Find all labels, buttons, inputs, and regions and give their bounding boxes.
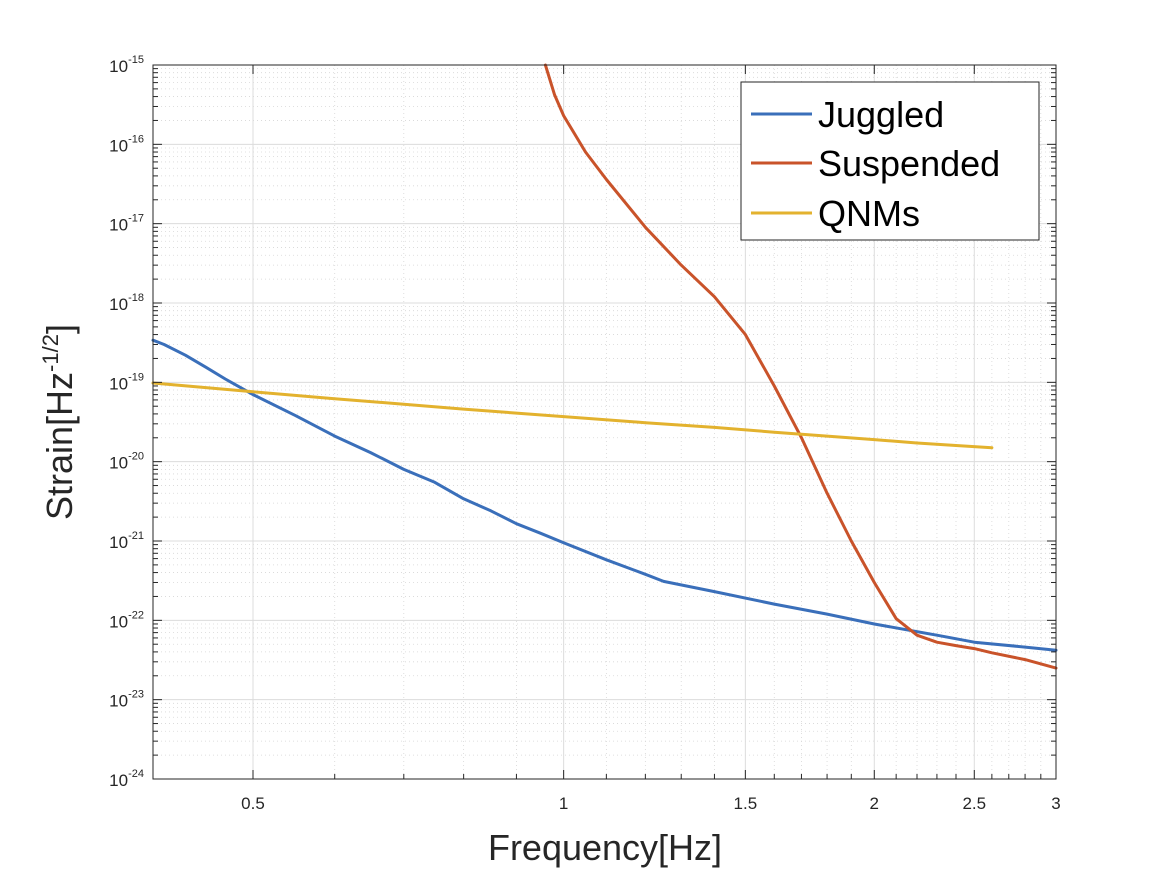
x-tick-label: 2	[870, 794, 879, 813]
x-tick-labels: 0.5 1 1.5 2 2.5 3	[241, 794, 1061, 813]
grid	[152, 64, 1057, 780]
y-tick-label: 10-24	[109, 768, 144, 790]
y-tick-label: 10-19	[109, 371, 144, 393]
y-tick-exponent: -18	[128, 292, 144, 304]
y-tick-base: 10	[109, 454, 128, 473]
y-tick-label: 10-23	[109, 689, 144, 711]
y-tick-label: 10-20	[109, 451, 144, 473]
x-tick-label: 1	[559, 794, 568, 813]
y-tick-exponent: -17	[128, 213, 144, 225]
y-tick-label: 10-18	[109, 292, 144, 314]
plot-frame	[152, 64, 1057, 780]
y-tick-exponent: -16	[128, 133, 144, 145]
y-axis-title-close: ]	[39, 324, 80, 334]
x-tick-label: 1.5	[734, 794, 758, 813]
y-axis-title-exponent: -1/2	[38, 334, 63, 372]
y-tick-exponent: -23	[128, 689, 144, 701]
series-line-qnms	[151, 381, 994, 450]
x-tick-label: 2.5	[962, 794, 986, 813]
x-tick-label: 3	[1051, 794, 1060, 813]
legend-label-qnms: QNMs	[818, 193, 920, 234]
y-tick-label: 10-21	[109, 530, 144, 552]
y-tick-exponent: -21	[128, 530, 144, 542]
legend-label-suspended: Suspended	[818, 143, 1000, 184]
series-layer	[151, 63, 1058, 670]
y-tick-exponent: -22	[128, 609, 144, 621]
y-tick-label: 10-16	[109, 133, 144, 155]
y-axis-title: Strain[Hz-1/2]	[38, 324, 80, 520]
ticks	[152, 64, 1057, 780]
legend-label-juggled: Juggled	[818, 94, 944, 135]
y-tick-labels: 10-2410-2310-2210-2110-2010-1910-1810-17…	[109, 54, 144, 790]
series-line-suspended	[543, 63, 1058, 670]
series-line-juggled	[151, 338, 1058, 652]
x-tick-label: 0.5	[241, 794, 265, 813]
legend: Juggled Suspended QNMs	[740, 81, 1040, 241]
y-tick-base: 10	[109, 771, 128, 790]
y-axis-title-base: Strain[Hz	[39, 372, 80, 520]
x-axis-title: Frequency[Hz]	[488, 827, 722, 868]
y-tick-base: 10	[109, 216, 128, 235]
y-tick-exponent: -15	[128, 54, 144, 66]
y-tick-base: 10	[109, 533, 128, 552]
y-tick-base: 10	[109, 57, 128, 76]
y-tick-label: 10-15	[109, 54, 144, 76]
y-tick-label: 10-22	[109, 609, 144, 631]
y-tick-base: 10	[109, 612, 128, 631]
y-tick-label: 10-17	[109, 213, 144, 235]
y-tick-base: 10	[109, 374, 128, 393]
y-tick-base: 10	[109, 136, 128, 155]
y-tick-base: 10	[109, 295, 128, 314]
y-tick-exponent: -20	[128, 451, 144, 463]
y-tick-exponent: -24	[128, 768, 144, 780]
y-tick-base: 10	[109, 692, 128, 711]
y-tick-exponent: -19	[128, 371, 144, 383]
